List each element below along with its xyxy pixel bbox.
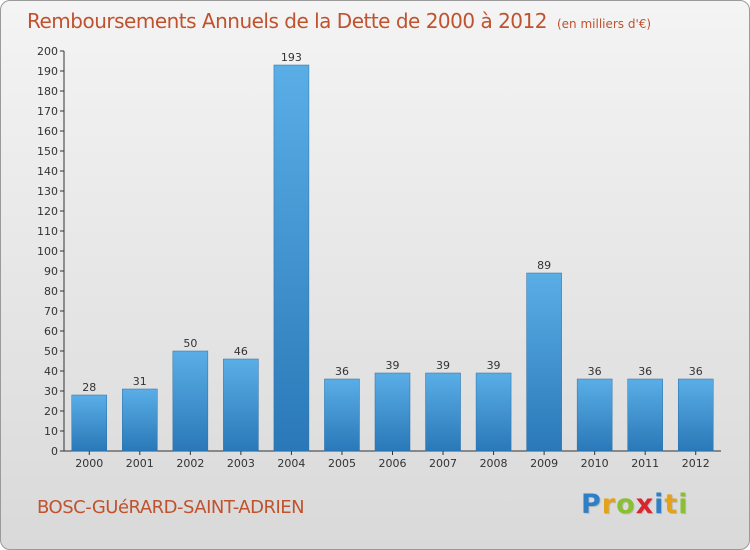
y-tick-label: 180: [37, 85, 58, 98]
bar-2002: [172, 350, 209, 452]
bar-2004: [273, 64, 310, 452]
bar-2007: [425, 372, 461, 452]
bar-value-label: 36: [689, 365, 703, 378]
x-tick-label: 2008: [480, 457, 508, 470]
logo-letter: t: [664, 489, 679, 520]
y-tick-label: 50: [44, 345, 58, 358]
x-tick-label: 2004: [277, 457, 305, 470]
y-tick-label: 170: [37, 105, 58, 118]
x-tick-label: 2012: [682, 457, 710, 470]
bar-2000: [71, 394, 108, 452]
proxiti-logo: Proxiti: [581, 489, 689, 520]
y-tick-label: 140: [37, 165, 58, 178]
y-tick-label: 200: [37, 45, 58, 58]
bar-value-label: 193: [281, 51, 302, 64]
y-tick-label: 40: [44, 365, 58, 378]
bar-2001: [122, 388, 158, 452]
y-tick-label: 20: [44, 405, 58, 418]
y-tick-label: 80: [44, 285, 58, 298]
chart-title: Remboursements Annuels de la Dette de 20…: [27, 9, 651, 33]
x-tick-label: 2005: [328, 457, 356, 470]
x-tick-label: 2006: [379, 457, 407, 470]
y-tick-label: 150: [37, 145, 58, 158]
bar-value-label: 31: [133, 375, 147, 388]
x-tick-label: 2010: [581, 457, 609, 470]
y-tick-label: 70: [44, 305, 58, 318]
bar-2010: [576, 378, 613, 452]
bar-2012: [677, 378, 714, 452]
unit-label: (en milliers d'€): [556, 17, 652, 31]
bar-2009: [526, 272, 562, 452]
title-text: Remboursements Annuels de la Dette de 20…: [27, 9, 547, 33]
x-tick-label: 2007: [429, 457, 457, 470]
bar-2008: [475, 372, 512, 452]
logo-letter: i: [654, 489, 665, 520]
logo-letter: o: [616, 489, 636, 520]
bar-2003: [223, 358, 259, 452]
y-tick-label: 10: [44, 425, 58, 438]
data-labels: 28 31 50 46 193 36 39 39 39 89 36 36 36: [82, 51, 702, 394]
y-tick-label: 30: [44, 385, 58, 398]
bars: [71, 64, 714, 452]
bar-value-label: 39: [386, 359, 400, 372]
x-tick-label: 2002: [176, 457, 204, 470]
y-tick-label: 160: [37, 125, 58, 138]
y-tick-label: 100: [37, 245, 58, 258]
bar-value-label: 46: [234, 345, 248, 358]
bar-value-label: 28: [82, 381, 96, 394]
commune-name: BOSC-GUéRARD-SAINT-ADRIEN: [37, 497, 305, 518]
bar-2011: [627, 378, 663, 452]
y-tick-label: 130: [37, 185, 58, 198]
logo-letter: P: [581, 489, 602, 520]
bar-value-label: 39: [436, 359, 450, 372]
y-tick-label: 90: [44, 265, 58, 278]
y-tick-label: 120: [37, 205, 58, 218]
axes: 0 10 20 30 40 50 60 70 80 90 100 110 120 130 140 150 160…: [37, 45, 721, 470]
x-tick-label: 2011: [631, 457, 659, 470]
x-tick-label: 2001: [126, 457, 154, 470]
x-tick-label: 2003: [227, 457, 255, 470]
y-tick-label: 0: [51, 445, 58, 458]
y-tick-label: 190: [37, 65, 58, 78]
x-tick-label: 2000: [75, 457, 103, 470]
bar-value-label: 89: [537, 259, 551, 272]
bar-value-label: 36: [638, 365, 652, 378]
bar-value-label: 39: [487, 359, 501, 372]
x-tick-label: 2009: [530, 457, 558, 470]
y-tick-label: 60: [44, 325, 58, 338]
bar-2005: [324, 378, 360, 452]
logo-letter: r: [601, 489, 617, 520]
bar-value-label: 36: [588, 365, 602, 378]
logo-letter: i: [678, 489, 689, 520]
y-tick-label: 110: [37, 225, 58, 238]
bar-2006: [374, 372, 411, 452]
bar-value-label: 50: [183, 337, 197, 350]
bar-value-label: 36: [335, 365, 349, 378]
logo-letter: x: [635, 489, 655, 520]
